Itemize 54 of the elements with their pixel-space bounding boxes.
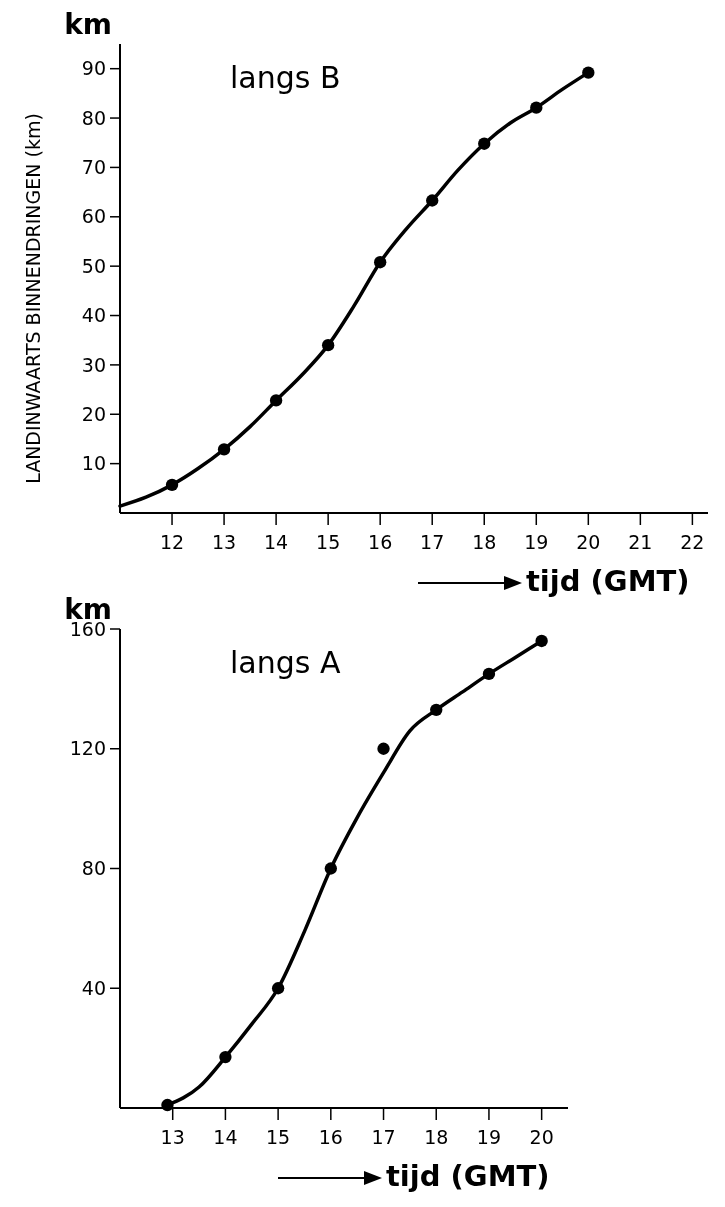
point — [324, 862, 337, 875]
point — [430, 703, 443, 716]
x-tick-label: 14 — [264, 531, 289, 553]
x-tick-label: 18 — [424, 1126, 449, 1148]
x-tick-label: 15 — [266, 1126, 291, 1148]
x-axis-title: tijd (GMT) — [526, 564, 690, 598]
y-tick-label: 80 — [81, 106, 106, 129]
x-tick-label: 21 — [628, 531, 653, 553]
y-tick-label: 60 — [81, 205, 106, 228]
point — [377, 742, 390, 755]
point — [165, 478, 179, 492]
y-tick-label: 40 — [81, 976, 106, 999]
point — [161, 1098, 174, 1112]
x-tick-label: 13 — [160, 1126, 185, 1148]
point — [530, 101, 543, 114]
x-tick-label: 13 — [211, 531, 237, 553]
x-tick-label: 14 — [213, 1126, 238, 1148]
x-tick-label: 20 — [529, 1126, 554, 1148]
point — [217, 443, 231, 456]
point — [482, 667, 496, 681]
x-tick-label: 22 — [680, 531, 705, 553]
point — [426, 194, 439, 207]
y-tick-label: 50 — [81, 254, 106, 277]
x-tick-label: 19 — [524, 531, 549, 553]
x-tick-label: 17 — [371, 1126, 396, 1148]
text: langs B — [230, 60, 341, 95]
x-tick-label: 16 — [368, 531, 393, 553]
x-tick-label: 19 — [476, 1126, 502, 1148]
y-axis-title: LANDINWAARTS BINNENDRINGEN (km) — [22, 113, 44, 484]
point — [582, 66, 595, 79]
y-tick-label: 10 — [81, 452, 106, 475]
y-tick-label: 70 — [81, 156, 106, 179]
y-tick-label: 90 — [81, 57, 106, 80]
x-tick-label: 18 — [472, 531, 497, 553]
y-tick-label: 20 — [81, 402, 106, 425]
point — [478, 137, 491, 150]
x-axis-title: tijd (GMT) — [386, 1159, 550, 1193]
text: langs A — [230, 645, 341, 680]
point — [535, 634, 548, 648]
x-tick-label: 16 — [318, 1126, 343, 1148]
point — [269, 394, 283, 407]
y-tick-label: 80 — [81, 857, 106, 880]
point — [219, 1050, 232, 1064]
point — [271, 982, 285, 995]
text: km — [64, 8, 112, 41]
point — [321, 338, 335, 352]
y-tick-label: 120 — [69, 737, 106, 760]
y-tick-label: 40 — [81, 304, 106, 327]
y-tick-label: 30 — [81, 353, 106, 376]
x-tick-label: 20 — [576, 531, 601, 553]
x-tick-label: 12 — [159, 531, 185, 553]
x-tick-label: 17 — [420, 531, 445, 553]
point — [374, 256, 387, 269]
x-tick-label: 15 — [316, 531, 341, 553]
